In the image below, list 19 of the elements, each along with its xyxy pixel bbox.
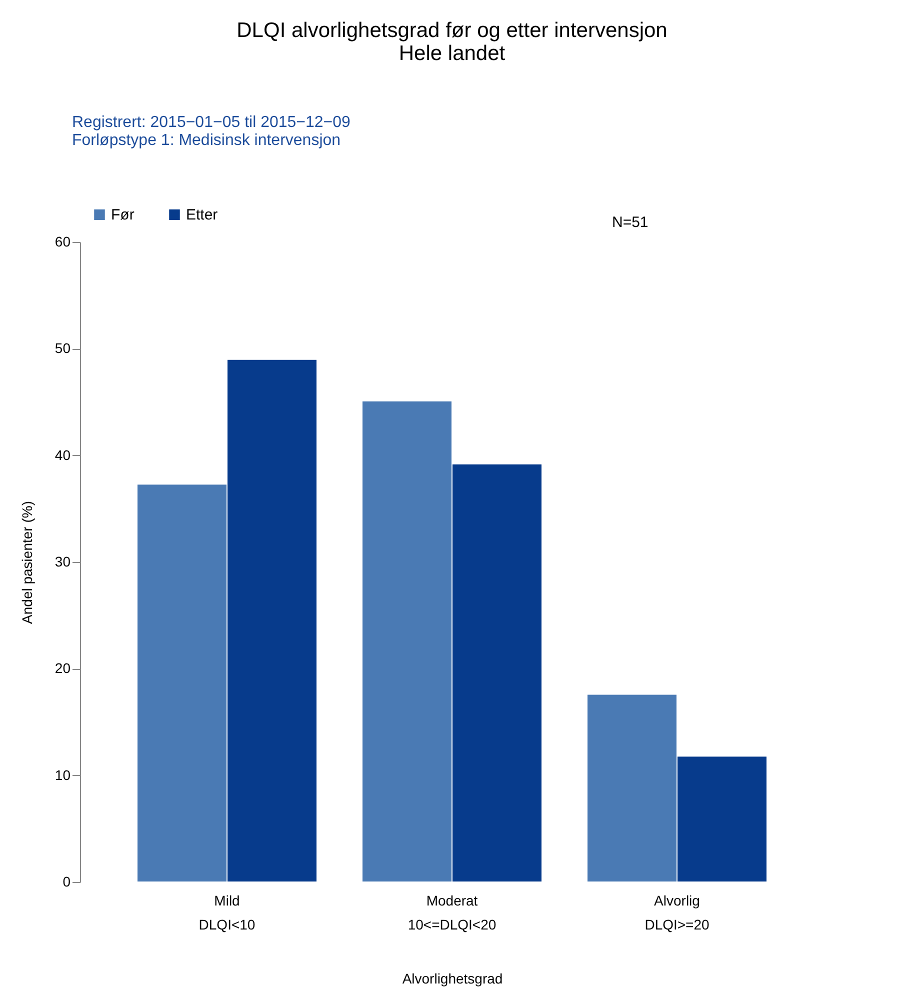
- y-tick-label: 10: [54, 766, 71, 783]
- y-tick-label: 20: [54, 660, 71, 676]
- legend-label: Etter: [186, 206, 218, 224]
- y-tick-label: 0: [62, 874, 71, 890]
- y-tick-label: 60: [54, 234, 71, 250]
- y-tick-label: 30: [54, 554, 71, 570]
- text: Forløpstype 1: Medisinsk intervensjon: [72, 132, 341, 149]
- x-tick-label: Moderat 10<=DLQI<20: [408, 892, 496, 932]
- y-tick-label: 40: [54, 446, 71, 463]
- text: Registrert: 2015−01−05 til 2015−12−09: [72, 114, 351, 131]
- legend-label: Før: [111, 206, 134, 224]
- text: Hele landet: [398, 42, 506, 65]
- y-tick-label: 50: [54, 340, 71, 356]
- text: DLQI alvorlighetsgrad før og etter intervensjon: [236, 19, 668, 42]
- text: N=51: [612, 214, 648, 231]
- x-axis-title: Alvorlighetsgrad: [402, 970, 503, 986]
- x-tick-label: Alvorlig DLQI>=20: [644, 892, 710, 932]
- y-axis-title: Andel pasienter (%): [18, 501, 35, 624]
- x-tick-label: Mild DLQI<10: [198, 892, 256, 932]
